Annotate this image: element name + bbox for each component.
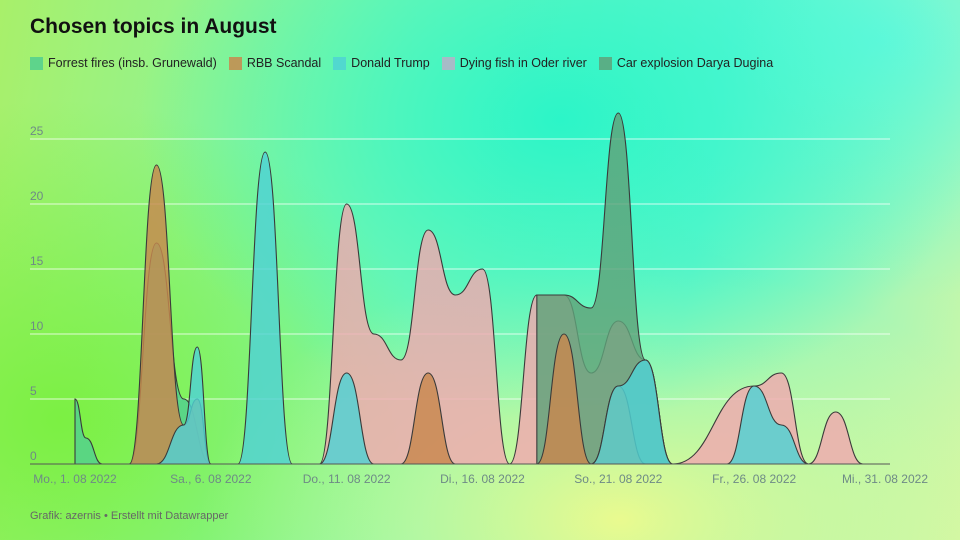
x-tick-label: Fr., 26. 08 2022 — [712, 472, 796, 486]
x-tick-label: Mo., 1. 08 2022 — [33, 472, 117, 486]
legend: Forrest fires (insb. Grunewald) RBB Scan… — [30, 56, 773, 70]
x-tick-label: Sa., 6. 08 2022 — [170, 472, 252, 486]
chart-footer: Grafik: azernis • Erstellt mit Datawrapp… — [30, 510, 229, 522]
y-tick-label: 5 — [30, 384, 37, 398]
legend-swatch — [228, 56, 242, 70]
legend-label: Donald Trump — [351, 56, 430, 70]
legend-item-car-explosion: Car explosion Darya Dugina — [598, 56, 774, 70]
x-tick-label: Do., 11. 08 2022 — [303, 472, 391, 486]
y-tick-label: 15 — [30, 254, 44, 268]
legend-item-donald-trump: Donald Trump — [333, 56, 430, 70]
legend-item-forrest-fires: Forrest fires (insb. Grunewald) — [30, 56, 217, 70]
legend-item-dying-fish: Dying fish in Oder river — [441, 56, 587, 70]
legend-label: RBB Scandal — [246, 56, 322, 70]
y-tick-label: 0 — [30, 449, 37, 463]
legend-label: Car explosion Darya Dugina — [616, 56, 774, 70]
y-tick-label: 25 — [30, 124, 44, 138]
legend-swatch — [598, 56, 612, 70]
chart-title: Chosen topics in August — [30, 15, 277, 38]
legend-swatch — [441, 56, 455, 70]
x-tick-label: Di., 16. 08 2022 — [440, 472, 525, 486]
x-tick-label: Mi., 31. 08 2022 — [842, 472, 928, 486]
legend-item-rbb-scandal: RBB Scandal — [228, 56, 322, 70]
x-tick-label: So., 21. 08 2022 — [574, 472, 662, 486]
legend-label: Dying fish in Oder river — [459, 56, 587, 70]
y-tick-label: 10 — [30, 319, 44, 333]
y-tick-label: 20 — [30, 189, 44, 203]
legend-swatch — [333, 56, 347, 70]
legend-swatch — [30, 56, 43, 70]
legend-label: Forrest fires (insb. Grunewald) — [48, 56, 217, 70]
